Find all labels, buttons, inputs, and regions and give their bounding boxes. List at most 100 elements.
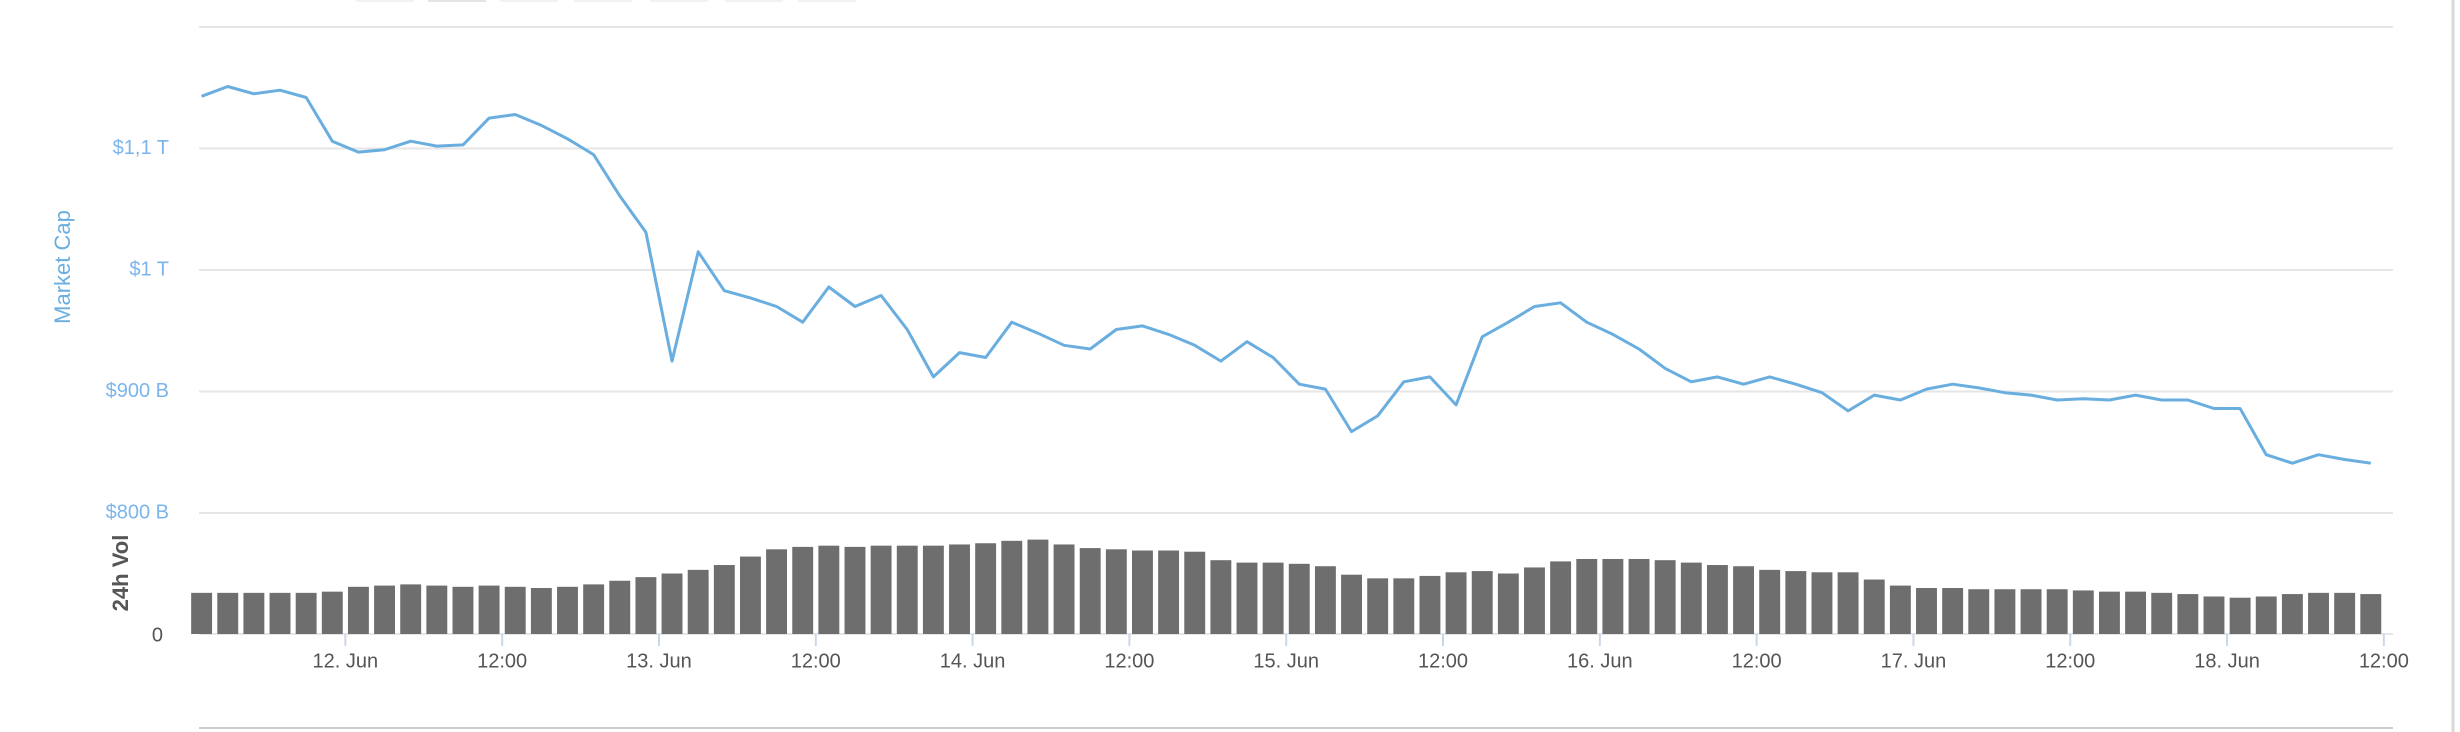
- volume-bar: [1889, 585, 1911, 634]
- volume-bar: [1654, 560, 1676, 634]
- volume-bar: [478, 585, 500, 634]
- volume-bar: [2151, 592, 2173, 634]
- volume-bar: [635, 577, 657, 634]
- range-button[interactable]: [650, 0, 708, 2]
- volume-bar: [1341, 574, 1362, 634]
- volume-bar: [922, 545, 944, 634]
- volume-bar: [2360, 594, 2382, 634]
- volume-bar: [2098, 591, 2120, 634]
- volume-bar: [1105, 549, 1127, 634]
- volume-bar: [1733, 566, 1755, 634]
- y-axis-title: Market Cap: [50, 210, 75, 324]
- volume-bar: [1497, 573, 1519, 634]
- x-tick-label: 12:00: [1418, 650, 1468, 672]
- volume-bar: [530, 588, 552, 634]
- volume-bar: [687, 569, 709, 634]
- volume-bar: [1445, 572, 1467, 634]
- volume-bar: [1968, 589, 1990, 634]
- range-button[interactable]: [725, 0, 783, 2]
- volume-bar: [1837, 572, 1859, 634]
- volume-bar: [321, 591, 343, 634]
- volume-bar: [713, 565, 735, 634]
- volume-bar: [2334, 592, 2356, 634]
- volume-bar: [2229, 597, 2251, 634]
- x-tick-label: 12:00: [2359, 650, 2409, 672]
- volume-bar: [1053, 544, 1075, 634]
- volume-bar: [374, 585, 396, 634]
- volume-bar: [1706, 565, 1728, 634]
- volume-bar: [1027, 539, 1049, 634]
- volume-bar: [1367, 578, 1389, 634]
- x-tick-label: 12:00: [2045, 650, 2095, 672]
- y2-axis-title: 24h Vol: [108, 535, 133, 612]
- volume-bar: [1262, 562, 1284, 634]
- volume-bar: [766, 549, 788, 634]
- volume-bar: [1602, 558, 1624, 634]
- range-button[interactable]: [574, 0, 632, 2]
- x-tick-label: 12. Jun: [313, 650, 379, 672]
- volume-bar: [1863, 579, 1885, 634]
- market-cap-line: [201, 85, 2372, 465]
- volume-bar: [269, 592, 291, 634]
- x-tick-label: 18. Jun: [2194, 650, 2260, 672]
- volume-bar: [1132, 550, 1153, 634]
- volume-bar: [1236, 562, 1258, 634]
- volume-bar: [2020, 589, 2042, 634]
- volume-bar: [1680, 562, 1702, 634]
- volume-bar: [583, 584, 605, 634]
- y-tick-label: $900 B: [106, 380, 169, 402]
- volume-bar: [217, 592, 239, 634]
- volume-bar: [1419, 575, 1441, 634]
- range-button[interactable]: [356, 0, 414, 2]
- range-button[interactable]: [798, 0, 856, 2]
- volume-bar: [2308, 592, 2329, 634]
- volume-bar: [452, 586, 474, 634]
- volume-bar: [609, 580, 631, 634]
- volume-bar: [1001, 540, 1023, 634]
- volume-bar: [661, 573, 683, 634]
- volume-bar: [2255, 596, 2277, 634]
- volume-bar: [1811, 572, 1833, 634]
- volume-bar: [1471, 571, 1493, 634]
- volume-bar: [1184, 551, 1206, 634]
- volume-bar: [2177, 594, 2199, 634]
- range-buttons: [356, 0, 856, 2]
- x-tick-label: 14. Jun: [940, 650, 1006, 672]
- volume-bar: [1550, 561, 1572, 634]
- volume-bar: [400, 584, 422, 634]
- volume-bar: [295, 592, 317, 634]
- volume-bar: [1916, 588, 1937, 634]
- volume-bar: [2203, 596, 2225, 634]
- volume-bar: [975, 543, 997, 634]
- volume-bar: [1759, 569, 1781, 634]
- volume-bar: [1994, 589, 2016, 634]
- volume-bar: [1524, 567, 1545, 634]
- volume-bar: [739, 556, 761, 634]
- volume-bar: [1628, 558, 1650, 634]
- x-tick-label: 15. Jun: [1253, 650, 1319, 672]
- range-button[interactable]: [428, 0, 486, 2]
- volume-bar: [557, 586, 578, 634]
- volume-bar: [2072, 590, 2094, 634]
- volume-bar: [347, 586, 369, 634]
- volume-bar: [792, 546, 814, 634]
- volume-bar: [1942, 588, 1964, 634]
- volume-bar: [1576, 558, 1598, 634]
- volume-bar: [949, 544, 970, 634]
- x-tick-label: 13. Jun: [626, 650, 692, 672]
- volume-bar: [1393, 578, 1415, 634]
- volume-bar: [243, 592, 265, 634]
- volume-bar: [844, 546, 866, 634]
- y-tick-label: $1 T: [129, 258, 169, 280]
- x-tick-label: 16. Jun: [1567, 650, 1633, 672]
- range-button[interactable]: [500, 0, 558, 2]
- volume-bar: [1314, 566, 1336, 634]
- volume-bar: [870, 545, 892, 634]
- x-tick-label: 17. Jun: [1881, 650, 1947, 672]
- volume-bar: [896, 545, 918, 634]
- volume-bar: [191, 592, 213, 634]
- volume-bar: [2281, 594, 2303, 634]
- volume-bar: [1079, 548, 1101, 634]
